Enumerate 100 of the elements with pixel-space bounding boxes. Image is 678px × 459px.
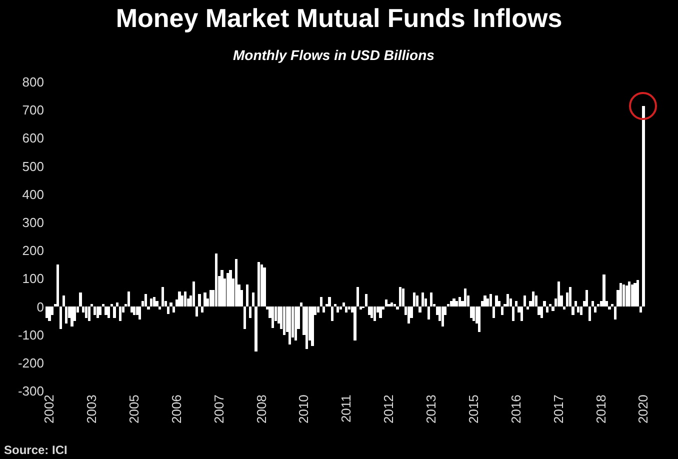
bar [113,306,116,318]
y-tick-label: -100 [18,327,44,342]
bar [636,280,640,307]
bar [642,106,645,307]
x-tick-label: 2015 [466,394,481,424]
bar [399,287,402,307]
bar [246,284,249,307]
bar [320,296,322,307]
bar [486,298,490,307]
bar [282,306,286,335]
bar [526,306,529,310]
x-tick-label: 2005 [126,394,142,424]
x-tick-label: 2003 [84,394,100,424]
bar [152,296,156,307]
bar [322,306,326,312]
bar [209,290,212,307]
bar [402,288,405,307]
bar [108,306,110,318]
bar [640,306,642,312]
bar [484,295,486,307]
bar [580,306,583,316]
bar [512,306,515,321]
bar [464,288,467,307]
bar [538,306,540,316]
bar [147,306,150,310]
bar [252,292,255,307]
bar [79,292,82,307]
bar [272,306,274,328]
x-tick-label: 2010 [296,394,312,424]
bar [450,301,452,307]
bar [384,300,388,307]
bar [456,301,458,307]
bar [243,306,246,330]
bar [342,302,345,307]
bar [156,301,158,307]
bar [489,294,492,307]
bar [608,306,611,310]
bar [45,306,48,318]
bar [144,294,147,307]
x-tick-label: 2008 [254,394,269,424]
bar [478,306,481,332]
bar [158,306,162,310]
bar [331,306,334,321]
bar [294,306,297,340]
bar [200,306,204,312]
bar [181,295,184,307]
bar [172,306,176,312]
bar [577,306,580,312]
bar [506,294,509,307]
bar [630,284,634,307]
bar [500,306,504,316]
bar [178,291,181,307]
bar [70,306,74,326]
bar [388,304,390,307]
bar [546,306,549,312]
bar [370,306,374,318]
y-tick-label: 700 [22,102,44,118]
bar [591,301,594,307]
bar [509,298,512,307]
x-tick-label: 2020 [636,394,651,424]
bar [84,306,88,318]
bar [373,306,376,321]
bar [64,306,68,324]
bar [150,298,153,307]
bar [568,287,572,307]
bar [254,306,258,352]
bar [586,290,588,307]
bar [204,292,206,307]
bar [602,274,606,307]
bar [306,306,308,349]
y-tick-label: -200 [18,355,44,370]
y-tick-label: 100 [22,271,44,286]
bar [104,306,108,316]
chart-subtitle: Monthly Flows in USD Billions [233,47,435,63]
chart-title: Money Market Mutual Funds Inflows [116,3,562,34]
x-tick-label: 2017 [550,394,566,424]
bar [60,306,62,330]
bar [614,306,616,320]
bar [472,306,475,321]
bar [524,295,526,307]
bar [62,295,65,307]
bar [118,306,122,321]
bar [422,292,424,307]
bar [574,301,577,307]
bar [336,306,340,312]
bar [339,306,342,310]
bar [192,281,196,307]
x-tick-label: 2006 [168,394,184,424]
bar [99,306,102,316]
y-tick-label: 500 [22,158,44,174]
bar [625,286,628,307]
bar [260,264,263,307]
y-tick-label: 600 [22,130,44,146]
bar [88,306,90,321]
x-tick-label: 2002 [42,394,57,424]
y-tick-label: 800 [22,74,44,90]
bar [540,306,543,318]
bar [543,301,546,307]
bar [534,295,538,307]
bar [520,306,524,321]
